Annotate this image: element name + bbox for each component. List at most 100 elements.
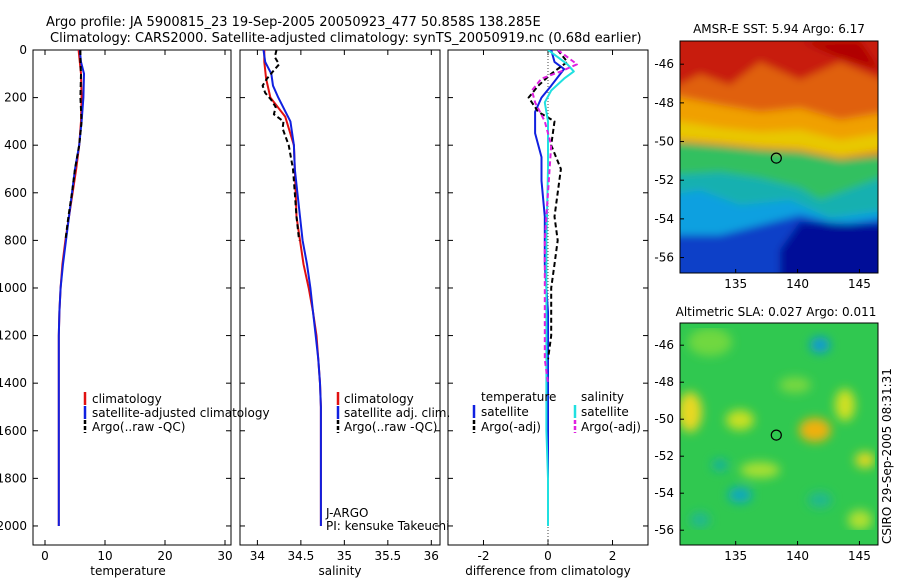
lon-tick-label: 140: [786, 277, 809, 291]
argo-line: [64, 50, 83, 241]
satellite-line: [57, 50, 85, 526]
x-tick-label: 35: [337, 549, 352, 563]
sla-field: [680, 323, 878, 545]
depth-tick-label: 400: [4, 138, 27, 152]
legend-temperature-title: temperature: [481, 390, 556, 404]
depth-tick-label: 600: [4, 186, 27, 200]
depth-tick-label: 800: [4, 233, 27, 247]
x-tick-label: -2: [477, 549, 489, 563]
salinity-legend: climatology satellite adj. clim. Argo(..…: [336, 392, 450, 434]
sla-map-frame: [679, 322, 879, 546]
legend-argo-label: Argo(..raw -QC): [344, 420, 437, 434]
temperature-xlabel: temperature: [90, 564, 165, 578]
lon-tick-label: 145: [848, 549, 871, 563]
legend-temp-satellite-label: satellite: [481, 405, 529, 419]
sst-map-axes: 135 140 145 -46 -48 -50 -52 -54 -56: [654, 57, 871, 291]
x-tick-label: 36: [424, 549, 439, 563]
legend-satellite-label: satellite-adjusted climatology: [92, 406, 270, 420]
legend-climatology-label: climatology: [344, 392, 414, 406]
argo-line: [261, 50, 301, 241]
sst-map: AMSR-E SST: 5.94 Argo: 6.17 135 140 145 -46…: [654, 22, 879, 291]
legend-sal-satellite-label: satellite: [581, 405, 629, 419]
lat-tick-label: -48: [654, 96, 674, 110]
difference-legend: temperature satellite Argo(-adj) salinit…: [472, 390, 641, 434]
lat-tick-label: -52: [654, 449, 674, 463]
temperature-axes-frame: [32, 49, 232, 546]
temperature-legend: climatology satellite-adjusted climatolo…: [83, 392, 270, 434]
depth-tick-label: 1600: [0, 424, 27, 438]
sla-map-axes: 135 140 145 -46 -48 -50 -52 -54 -56: [654, 338, 871, 563]
x-tick-label: 2: [609, 549, 617, 563]
salinity-profiles: [261, 50, 322, 526]
lat-tick-label: -54: [654, 212, 674, 226]
side-timestamp-label: CSIRO 29-Sep-2005 08:31:31: [880, 368, 894, 544]
lon-tick-label: 135: [724, 549, 747, 563]
salinity-argo-line: [530, 50, 578, 384]
lat-tick-label: -56: [654, 523, 674, 537]
x-tick-label: 35.5: [374, 549, 401, 563]
salinity-panel: 34 34.5 35 35.5 36 salinity climatology sate…: [239, 49, 450, 578]
annotation-pi: PI: kensuke Takeuchi: [326, 519, 449, 533]
float-position-marker: [770, 429, 782, 441]
lat-tick-label: -56: [654, 251, 674, 265]
temperature-satellite-line: [534, 50, 566, 526]
sla-map-title: Altimetric SLA: 0.027 Argo: 0.011: [676, 305, 877, 319]
salinity-satellite-line: [543, 50, 575, 526]
lat-tick-label: -46: [654, 338, 674, 352]
legend-salinity-title: salinity: [581, 390, 624, 404]
temperature-panel: 0 200 400 600 800 1000 1200 1400 1600 1800 2000 0 1…: [0, 43, 270, 578]
lon-tick-label: 140: [786, 549, 809, 563]
legend-temp-argo-label: Argo(-adj): [481, 420, 541, 434]
lon-tick-label: 145: [848, 277, 871, 291]
depth-axis: 0 200 400 600 800 1000 1200 1400 1600 1800 2000: [0, 43, 231, 533]
depth-tick-label: 1400: [0, 376, 27, 390]
difference-profiles: [527, 50, 578, 526]
climatology-line: [57, 50, 83, 526]
x-tick-label: 20: [157, 549, 172, 563]
header-line-1: Argo profile: JA 5900815_23 19-Sep-2005 …: [46, 15, 541, 30]
sst-map-frame: [679, 40, 879, 274]
depth-tick-label: 0: [19, 43, 27, 57]
depth-tick-label: 1800: [0, 471, 27, 485]
sst-map-title: AMSR-E SST: 5.94 Argo: 6.17: [693, 22, 865, 36]
climatology-line: [263, 50, 322, 526]
lat-tick-label: -52: [654, 173, 674, 187]
difference-depth-ticks: [448, 49, 648, 527]
x-tick-label: 0: [544, 549, 552, 563]
depth-tick-label: 1200: [0, 329, 27, 343]
salinity-depth-ticks: [240, 49, 440, 527]
lat-tick-label: -48: [654, 375, 674, 389]
satellite-line: [262, 50, 322, 526]
lat-tick-label: -50: [654, 135, 674, 149]
depth-tick-label: 1000: [0, 281, 27, 295]
sst-field: [680, 41, 878, 273]
legend-climatology-label: climatology: [92, 392, 162, 406]
float-position-marker: [770, 152, 782, 164]
header-line-2: Climatology: CARS2000. Satellite-adjuste…: [50, 31, 642, 46]
x-tick-label: 0: [41, 549, 49, 563]
temperature-profiles: [57, 50, 85, 526]
salinity-x-axis: 34 34.5 35 35.5 36: [250, 50, 439, 563]
lat-tick-label: -54: [654, 486, 674, 500]
legend-sal-argo-label: Argo(-adj): [581, 420, 641, 434]
x-tick-label: 34: [250, 549, 265, 563]
temperature-x-axis: 0 10 20 30: [41, 50, 233, 563]
legend-satellite-label: satellite adj. clim.: [344, 406, 450, 420]
temperature-argo-line: [527, 50, 569, 360]
x-tick-label: 10: [97, 549, 112, 563]
difference-xlabel: difference from climatology: [465, 564, 631, 578]
depth-tick-label: 200: [4, 91, 27, 105]
salinity-axes-frame: [239, 49, 441, 546]
legend-argo-label: Argo(..raw -QC): [92, 420, 185, 434]
x-tick-label: 30: [217, 549, 232, 563]
difference-panel: -2 0 2 difference from climatology tempera…: [447, 49, 649, 578]
sla-map: Altimetric SLA: 0.027 Argo: 0.011: [654, 305, 879, 563]
lon-tick-label: 135: [724, 277, 747, 291]
annotation-program: J-ARGO: [325, 506, 368, 520]
depth-tick-label: 2000: [0, 519, 27, 533]
x-tick-label: 34.5: [288, 549, 315, 563]
lat-tick-label: -46: [654, 57, 674, 71]
lat-tick-label: -50: [654, 412, 674, 426]
salinity-xlabel: salinity: [318, 564, 361, 578]
